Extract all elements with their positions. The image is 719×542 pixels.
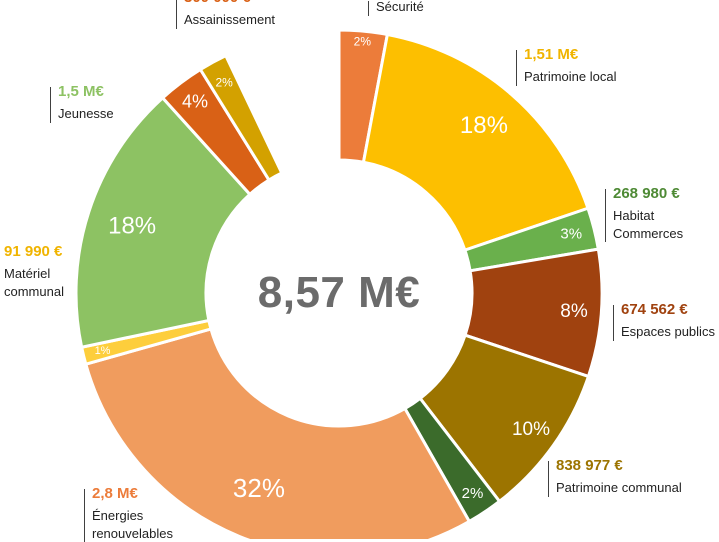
callout-label-line: renouvelables — [92, 525, 173, 541]
callout-value: 91 990 € — [4, 243, 63, 260]
callout-label: Matériel communal — [4, 265, 64, 300]
slice-percent-label: 2% — [354, 34, 372, 48]
slice-percent-label: 4% — [182, 92, 208, 112]
center-total-label: 8,57 M€ — [257, 268, 421, 317]
slice-callout: 1,5 M€ Jeunesse — [50, 84, 114, 123]
callout-value: 2,8 M€ — [92, 485, 138, 502]
callout-value: 1,5 M€ — [58, 83, 104, 100]
callout-label: Habitat Commerces — [613, 207, 683, 242]
callout-label-line: communal — [4, 283, 64, 299]
callout-label-line: Jeunesse — [58, 106, 114, 121]
callout-label: Sécurité — [376, 0, 424, 16]
callout-leader-line — [368, 1, 369, 16]
donut-slice — [74, 95, 252, 350]
callout-value: 838 977 € — [556, 457, 623, 474]
slice-callout: 300 000 € Assainissement — [176, 0, 275, 29]
callout-value: 1,51 M€ — [524, 46, 579, 63]
callout-value: 674 562 € — [621, 301, 688, 318]
callout-label-line: Patrimoine communal — [556, 480, 682, 495]
callout-label: Assainissement — [184, 11, 275, 29]
callout-leader-line — [605, 189, 606, 243]
callout-label-line: Matériel — [4, 266, 51, 281]
donut-slice — [361, 32, 590, 253]
slice-percent-label: 2% — [462, 485, 484, 502]
slice-percent-label: 3% — [560, 226, 582, 243]
slice-percent-label: 8% — [560, 301, 588, 322]
slice-percent-label: 1% — [95, 345, 111, 357]
slice-callout: 268 980 € Habitat Commerces — [605, 185, 683, 243]
callout-label: Énergies renouvelables — [92, 507, 173, 542]
callout-label: Espaces publics — [621, 323, 715, 341]
callout-value: 268 980 € — [613, 185, 680, 202]
callout-leader-line — [516, 50, 517, 86]
slice-callout: 2,8 M€ Énergies renouvelables — [84, 486, 173, 542]
callout-leader-line — [84, 489, 85, 542]
slice-callout: 838 977 € Patrimoine communal — [548, 458, 682, 497]
callout-label-line: Énergies — [92, 508, 144, 523]
callout-label-line: Espaces publics — [621, 324, 715, 339]
callout-label-line: Commerces — [613, 225, 684, 241]
donut-slice — [198, 53, 284, 183]
callout-leader-line — [50, 87, 51, 123]
slice-callout: Sécurité — [368, 0, 424, 16]
callout-label-line: Patrimoine local — [524, 69, 617, 84]
callout-leader-line — [548, 461, 549, 497]
slice-callout: 91 990 € Matériel communal — [0, 244, 64, 300]
callout-label: Patrimoine communal — [556, 479, 682, 497]
slice-percent-label: 18% — [108, 212, 156, 239]
callout-label: Jeunesse — [58, 105, 114, 123]
callout-leader-line — [613, 305, 614, 341]
callout-label-line: Habitat — [613, 208, 655, 223]
callout-label: Patrimoine local — [524, 68, 617, 86]
slice-callout: 674 562 € Espaces publics — [613, 302, 715, 341]
callout-label-line: Assainissement — [184, 12, 276, 27]
donut-slice — [83, 327, 472, 539]
callout-value: 300 000 € — [184, 0, 275, 5]
slice-percent-label: 18% — [460, 112, 508, 139]
slice-percent-label: 2% — [215, 76, 233, 90]
callout-label-line: Sécurité — [376, 0, 424, 14]
slice-callout: 1,51 M€ Patrimoine local — [516, 47, 617, 86]
slice-percent-label: 32% — [233, 473, 285, 503]
callout-leader-line — [176, 0, 177, 29]
slice-percent-label: 10% — [512, 419, 550, 440]
